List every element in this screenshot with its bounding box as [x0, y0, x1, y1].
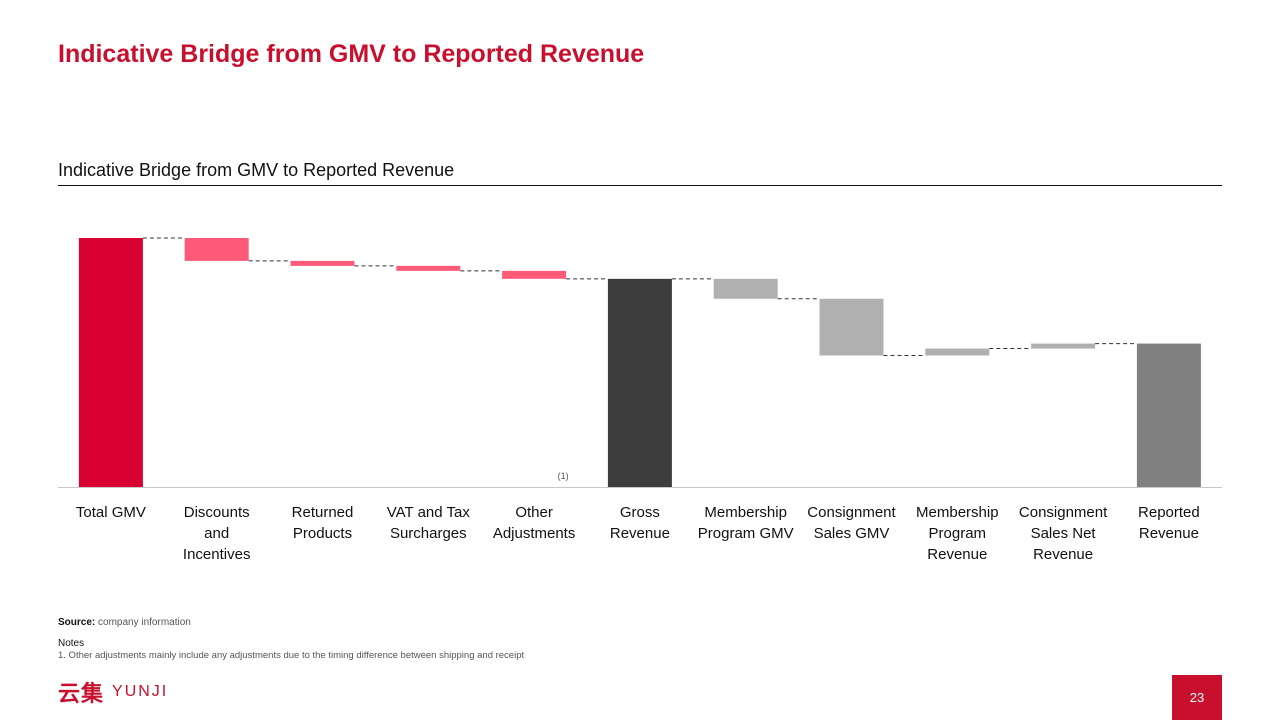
bar-1 — [78, 238, 143, 487]
bar-5 — [502, 270, 567, 279]
category-label-1: Total GMV — [76, 504, 146, 521]
source-text: company information — [98, 617, 191, 628]
yunji-logo: 云集 YUNJI — [58, 676, 168, 708]
category-label-11: Reported Revenue — [1138, 504, 1200, 542]
category-label-2: Discounts and Incentives — [183, 504, 251, 563]
section-title: Indicative Bridge from GMV to Reported R… — [58, 160, 455, 180]
category-label-6: Gross Revenue — [610, 504, 670, 542]
category-label-4: VAT and Tax Surcharges — [387, 504, 471, 542]
category-label-9: Membership Program Revenue — [916, 504, 999, 563]
bar-4 — [396, 265, 461, 271]
note-1: 1. Other adjustments mainly include any … — [58, 650, 525, 661]
bar-10 — [1031, 343, 1096, 349]
section-divider — [58, 185, 1222, 186]
category-label-5: Other Adjustments — [493, 504, 576, 542]
source-label: Source: — [58, 617, 96, 628]
category-label-7: Membership Program GMV — [698, 504, 794, 542]
footnote-marker: (1) — [558, 471, 569, 481]
bar-8 — [819, 298, 884, 356]
logo-mark: 云集 — [58, 681, 105, 706]
category-label-3: Returned Products — [292, 504, 354, 542]
bar-9 — [925, 348, 990, 356]
bar-3 — [290, 260, 355, 266]
slide-title: Indicative Bridge from GMV to Reported R… — [58, 40, 645, 68]
bar-7 — [713, 278, 778, 299]
category-label-10: Consignment Sales Net Revenue — [1019, 504, 1108, 563]
logo-wordmark: YUNJI — [112, 683, 169, 700]
bar-6 — [607, 278, 672, 487]
notes-title: Notes — [58, 638, 85, 649]
bar-2 — [184, 238, 249, 261]
bar-11 — [1136, 343, 1201, 487]
source-line: Source: company information — [58, 617, 191, 628]
category-label-8: Consignment Sales GMV — [807, 504, 896, 542]
page-number: 23 — [1172, 675, 1222, 720]
